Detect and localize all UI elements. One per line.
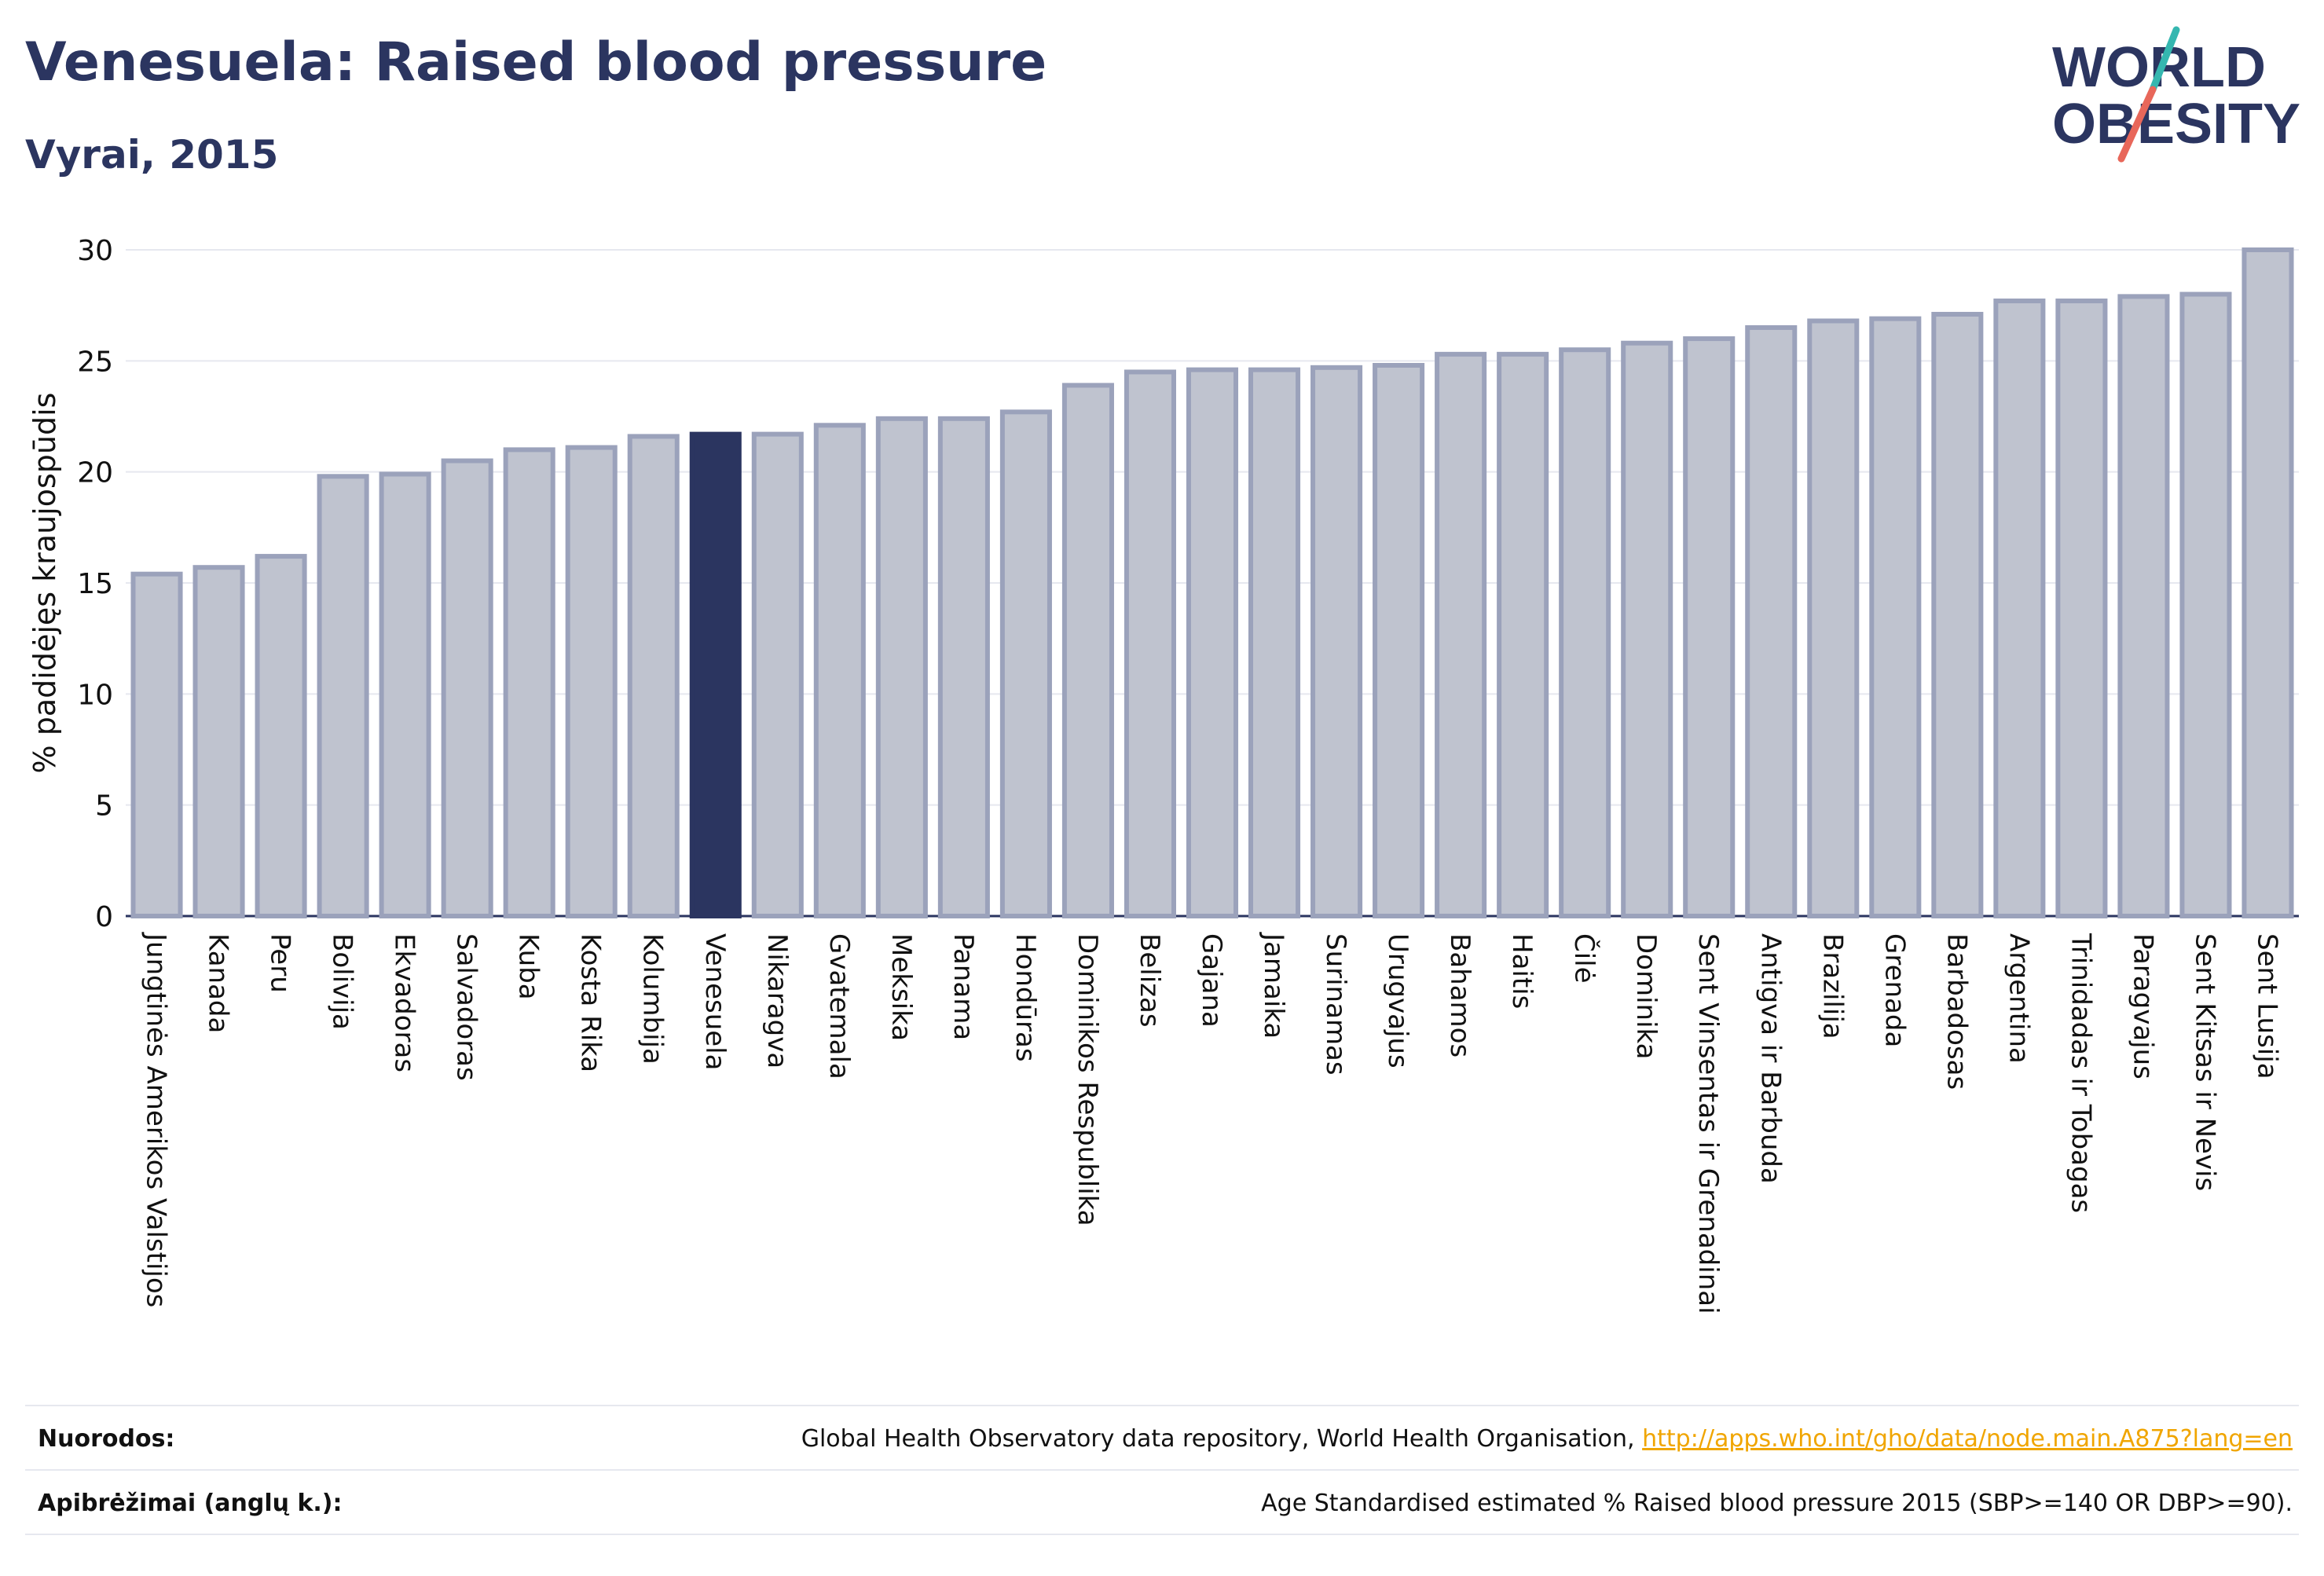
x-tick-label: Bahamos — [1444, 933, 1475, 1057]
bar[interactable] — [255, 554, 307, 919]
bar[interactable] — [1124, 369, 1177, 918]
logo-slash-red — [2117, 86, 2157, 163]
x-tick-label: Kanada — [203, 933, 234, 1033]
bar[interactable] — [999, 409, 1052, 918]
definitions-value: Age Standardised estimated % Raised bloo… — [1261, 1490, 2293, 1517]
bar[interactable] — [1683, 336, 1736, 919]
x-tick-label: Salvadoras — [451, 933, 482, 1081]
x-tick-label: Gvatemala — [823, 933, 855, 1079]
bar[interactable] — [1745, 324, 1798, 918]
bar[interactable] — [1497, 351, 1549, 918]
bar[interactable] — [130, 571, 183, 919]
x-tick-label: Venesuela — [699, 933, 731, 1070]
x-tick-label: Hondūras — [1010, 933, 1041, 1062]
x-tick-label: Ekvadoras — [389, 933, 420, 1072]
y-tick-label: 15 — [77, 568, 113, 600]
x-tick-label: Čilė — [1568, 933, 1600, 984]
x-tick-label: Nikaragva — [761, 933, 793, 1068]
bar[interactable] — [503, 447, 555, 918]
x-tick-label: Dominikos Respublika — [1072, 933, 1103, 1226]
x-tick-label: Paragvajus — [2127, 933, 2158, 1079]
bar[interactable] — [1993, 299, 2046, 919]
bar[interactable] — [1310, 365, 1363, 918]
x-tick-label: Kuba — [513, 933, 544, 1000]
footer-divider-middle — [25, 1469, 2299, 1471]
bar[interactable] — [875, 416, 928, 918]
bar[interactable] — [2117, 294, 2170, 918]
bar-highlighted[interactable] — [689, 431, 742, 918]
x-tick-label: Peru — [265, 933, 296, 993]
bar[interactable] — [2242, 247, 2294, 918]
x-tick-label: Antigva ir Barbuda — [1754, 933, 1786, 1184]
bar[interactable] — [379, 471, 431, 918]
bar[interactable] — [1931, 311, 1984, 918]
x-tick-label: Sent Kitsas ir Nevis — [2189, 933, 2220, 1191]
x-tick-label: Trinidadas ir Tobagas — [2065, 933, 2096, 1213]
footer-divider-top — [25, 1405, 2299, 1406]
x-tick-label: Jamaika — [1258, 932, 1289, 1039]
x-tick-label: Kolumbija — [637, 933, 669, 1065]
references-value: Global Health Observatory data repositor… — [801, 1425, 2293, 1453]
x-tick-label: Urugvajus — [1382, 933, 1413, 1068]
bar[interactable] — [1373, 362, 1425, 918]
y-tick-label: 25 — [77, 346, 113, 378]
x-tick-label: Brazilija — [1816, 933, 1848, 1039]
bar[interactable] — [2055, 299, 2108, 919]
x-tick-label: Grenada — [1879, 933, 1910, 1047]
bar[interactable] — [441, 458, 493, 918]
bar[interactable] — [317, 474, 369, 918]
bar[interactable] — [937, 416, 990, 918]
references-label: Nuorodos: — [38, 1425, 175, 1453]
x-tick-label: Kosta Rika — [575, 933, 607, 1072]
bar[interactable] — [1869, 316, 1922, 919]
footer-divider-bottom — [25, 1534, 2299, 1535]
x-tick-label: Haitis — [1506, 933, 1538, 1009]
x-tick-label: Dominika — [1630, 933, 1662, 1059]
logo-line2: OBESITY — [2052, 93, 2300, 156]
bar[interactable] — [1559, 347, 1611, 918]
bar[interactable] — [1061, 383, 1114, 918]
x-tick-label: Gajana — [1196, 933, 1227, 1028]
y-tick-label: 20 — [77, 457, 113, 489]
bar[interactable] — [751, 431, 804, 918]
bar[interactable] — [1807, 318, 1860, 919]
definitions-label: Apibrėžimai (anglų k.): — [38, 1490, 343, 1517]
x-tick-label: Belizas — [1134, 933, 1165, 1028]
world-obesity-logo: WORLD OBESITY — [2052, 26, 2300, 163]
y-tick-label: 5 — [95, 790, 113, 823]
bar[interactable] — [1435, 351, 1487, 918]
x-tick-label: Surinamas — [1320, 933, 1351, 1076]
x-tick-labels: Jungtinės Amerikos Valstijos Kanada Peru Bo… — [141, 932, 2283, 1314]
bar-chart: 0 5 10 15 20 25 30 Jungtinės Amerikos Valstijo… — [27, 235, 2299, 1314]
y-tick-label: 10 — [77, 679, 113, 711]
logo-slash-teal — [2149, 26, 2180, 93]
references-link[interactable]: http://apps.who.int/gho/data/node.main.A… — [1642, 1425, 2293, 1453]
x-tick-label: Meksika — [885, 933, 917, 1041]
bar[interactable] — [1621, 340, 1673, 919]
y-tick-labels: 0 5 10 15 20 25 30 — [77, 235, 113, 933]
x-tick-label: Sent Vinsentas ir Grenadinai — [1692, 933, 1724, 1314]
y-tick-label: 0 — [95, 901, 113, 933]
x-tick-label: Barbadosas — [1941, 933, 1972, 1090]
x-tick-label: Panama — [948, 933, 979, 1040]
bar[interactable] — [813, 423, 866, 918]
x-tick-label: Jungtinės Amerikos Valstijos — [141, 932, 172, 1307]
bar[interactable] — [1186, 367, 1239, 918]
references-text: Global Health Observatory data repositor… — [801, 1425, 1635, 1453]
bar[interactable] — [192, 565, 245, 918]
bar[interactable] — [1248, 367, 1301, 918]
y-axis-label: % padidėjęs kraujospūdis — [27, 393, 62, 774]
chart-title: Venesuela: Raised blood pressure — [25, 31, 1047, 93]
bar[interactable] — [565, 445, 618, 918]
bar[interactable] — [2179, 291, 2232, 918]
x-tick-label: Bolivija — [327, 933, 358, 1030]
chart-subtitle: Vyrai, 2015 — [25, 132, 279, 178]
bars-layer — [130, 247, 2294, 919]
x-tick-label: Sent Lusija — [2251, 933, 2282, 1079]
x-tick-label: Argentina — [2003, 933, 2034, 1064]
y-tick-label: 30 — [77, 235, 113, 267]
bar[interactable] — [627, 434, 680, 918]
